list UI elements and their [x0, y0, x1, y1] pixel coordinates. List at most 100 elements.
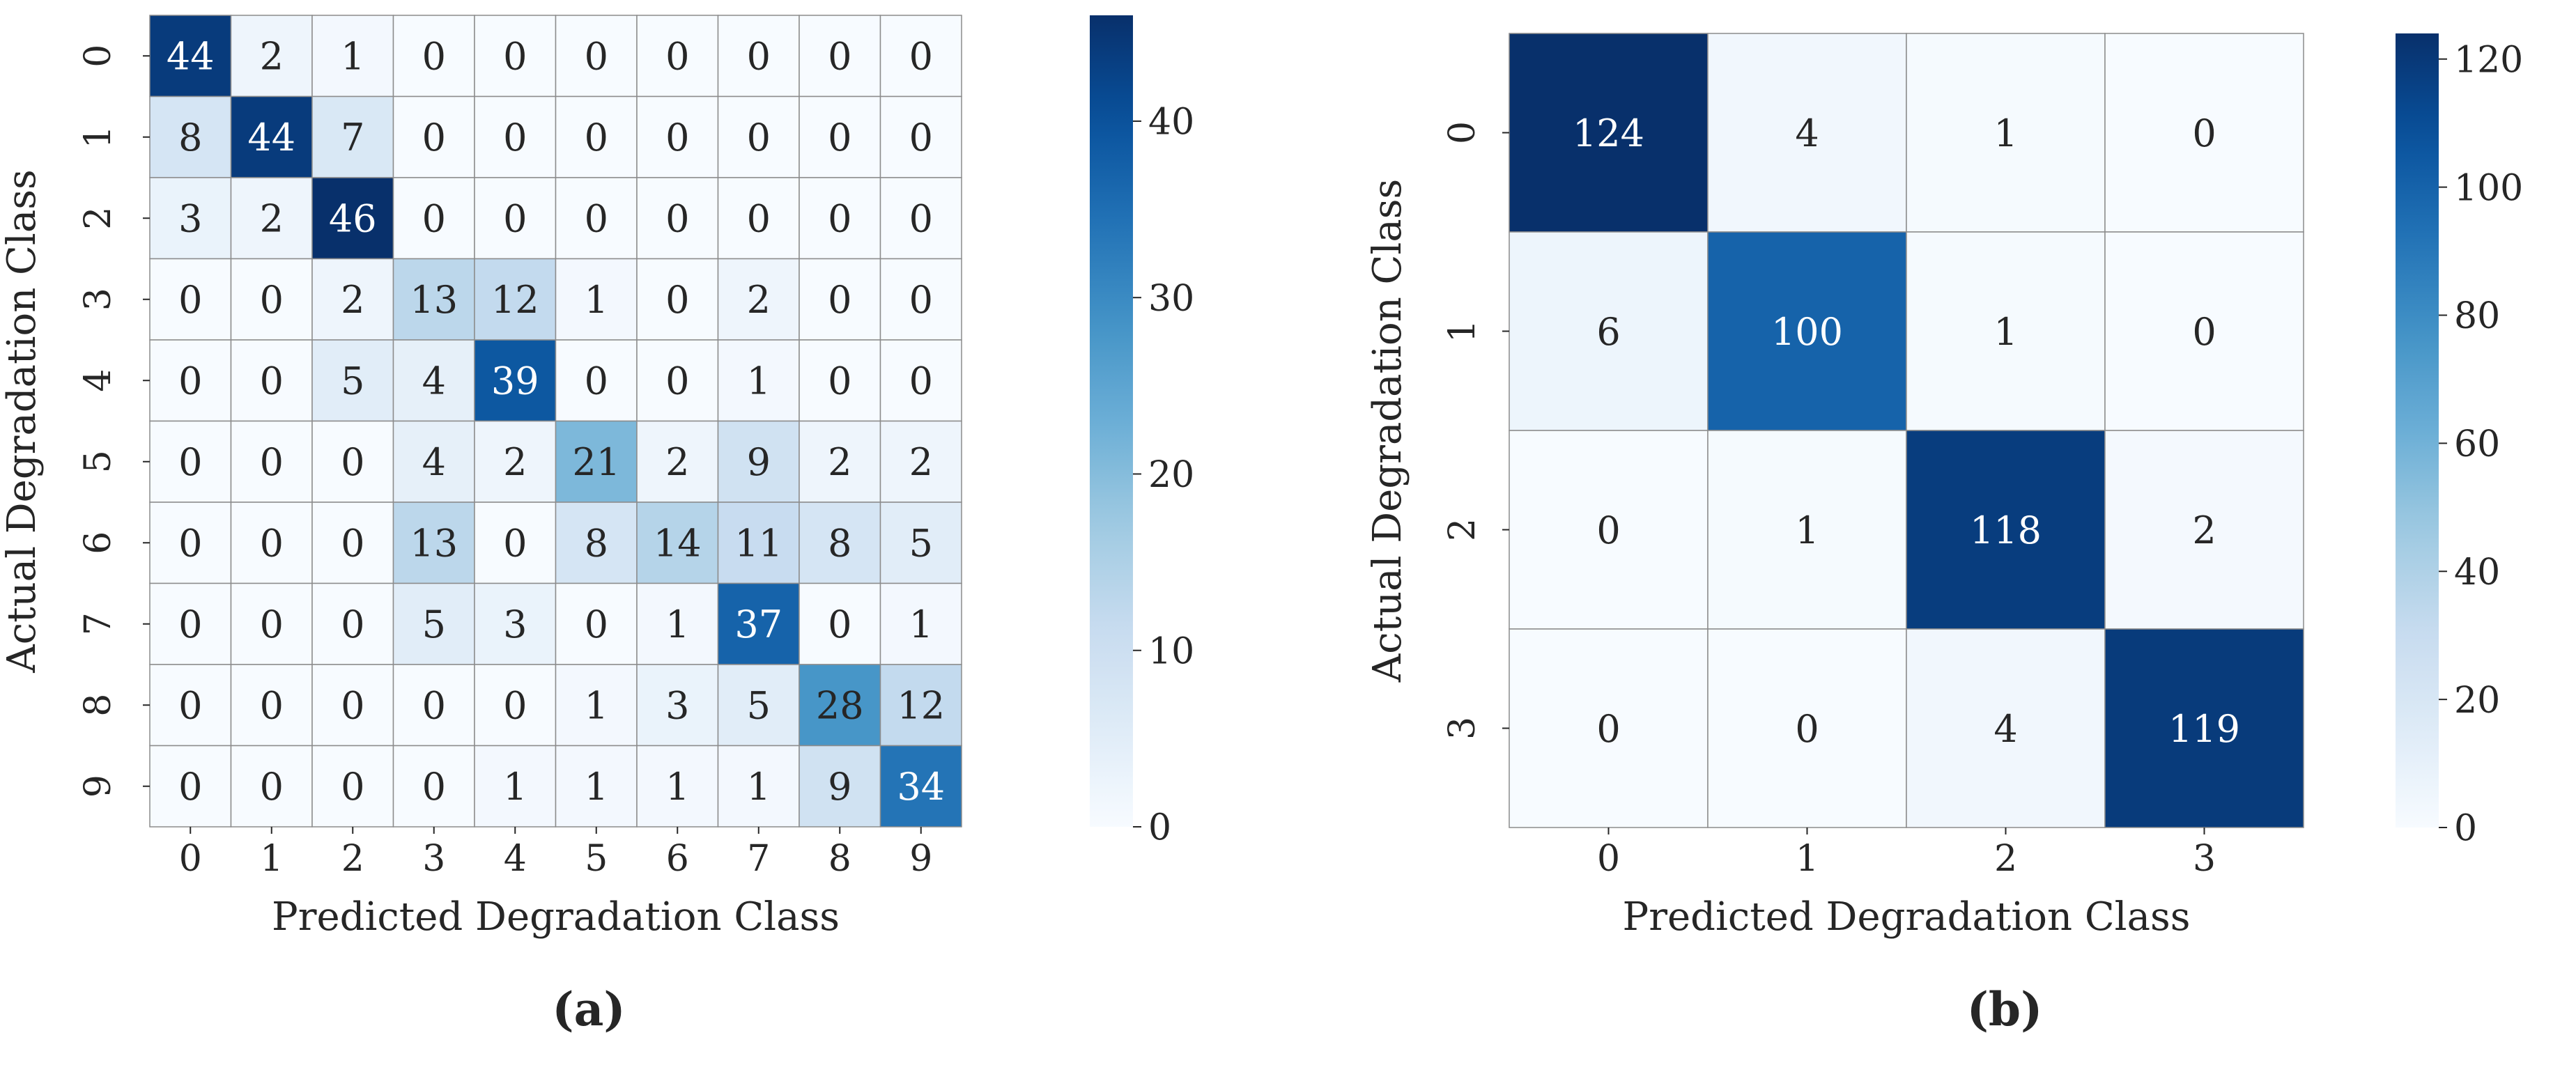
cell-value-label: 2	[260, 35, 284, 79]
cell-value-label: 2	[341, 278, 364, 322]
x-tick-label: 8	[828, 838, 851, 880]
heatmap-cell	[555, 502, 638, 584]
cell-value-label: 0	[341, 765, 364, 809]
cell-value-label: 3	[503, 603, 527, 646]
cell-value-label: 0	[178, 359, 202, 403]
heatmap-cell	[799, 420, 881, 503]
heatmap-cell	[2104, 231, 2304, 431]
heatmap-cell	[1509, 628, 1709, 828]
y-tick-label: 8	[77, 694, 119, 717]
cell-value-label: 0	[585, 197, 608, 241]
heatmap-cell	[149, 502, 232, 584]
heatmap-cell	[311, 177, 394, 260]
heatmap-cell	[879, 95, 962, 178]
y-axis-label: Actual Degradation Class	[0, 169, 45, 673]
colorbar-tick-label: 30	[1148, 278, 1194, 320]
colorbar-tick-label: 100	[2454, 167, 2523, 209]
cell-value-label: 39	[491, 359, 539, 403]
y-tick-label: 2	[77, 207, 119, 230]
cell-value-label: 34	[897, 765, 945, 809]
heatmap-cell	[474, 339, 557, 422]
heatmap-cell	[392, 15, 475, 98]
heatmap-cell	[1707, 33, 1907, 233]
heatmap-cell	[230, 15, 313, 98]
heatmap-cell	[555, 582, 638, 665]
cell-value-label: 0	[1596, 707, 1620, 751]
heatmap-cell	[1707, 430, 1907, 630]
cell-value-label: 119	[2168, 707, 2240, 751]
cell-value-label: 0	[665, 197, 689, 241]
heatmap-cell	[879, 177, 962, 260]
heatmap-cell	[555, 95, 638, 178]
heatmap-cell	[799, 95, 881, 178]
cell-value-label: 46	[329, 197, 377, 241]
cell-value-label: 5	[747, 684, 771, 728]
heatmap-cell	[799, 664, 881, 747]
cell-value-label: 0	[178, 440, 202, 484]
heatmap-cell	[474, 664, 557, 747]
x-tick-label: 2	[1994, 838, 2017, 880]
colorbar-tick-label: 40	[1148, 102, 1194, 143]
cell-value-label: 2	[503, 440, 527, 484]
y-tick-label: 6	[77, 531, 119, 554]
cell-value-label: 2	[665, 440, 689, 484]
heatmap-cell	[879, 339, 962, 422]
x-tick-label: 3	[2193, 838, 2216, 880]
cell-value-label: 9	[747, 440, 771, 484]
cell-value-label: 0	[341, 522, 364, 566]
cell-value-label: 124	[1573, 111, 1644, 155]
heatmap-cell	[636, 177, 719, 260]
x-tick-label: 6	[666, 838, 689, 880]
heatmap-cell	[474, 258, 557, 341]
colorbar-tick-label: 20	[2454, 680, 2500, 722]
heatmap-cell	[717, 15, 800, 98]
cell-value-label: 0	[828, 116, 851, 160]
cell-value-label: 0	[1795, 707, 1819, 751]
subfigure-caption: (a)	[552, 982, 625, 1036]
cell-value-label: 0	[585, 359, 608, 403]
cell-value-label: 5	[909, 522, 933, 566]
y-tick-label: 4	[77, 369, 119, 392]
cell-value-label: 1	[1795, 508, 1819, 552]
cell-value-label: 21	[572, 440, 620, 484]
x-tick-label: 0	[179, 838, 202, 880]
cell-value-label: 12	[897, 684, 945, 728]
cell-value-label: 2	[2192, 508, 2216, 552]
colorbar-tick-label: 120	[2454, 39, 2523, 81]
x-tick-label: 9	[909, 838, 932, 880]
cell-value-label: 2	[747, 278, 771, 322]
heatmap-cell	[149, 15, 232, 98]
cell-value-label: 8	[828, 522, 851, 566]
cell-value-label: 0	[747, 197, 771, 241]
heatmap-cell	[717, 177, 800, 260]
y-tick-label: 7	[77, 612, 119, 635]
x-tick-label: 3	[422, 838, 445, 880]
heatmap-cell	[555, 15, 638, 98]
colorbar	[2396, 33, 2439, 828]
heatmap-cell	[879, 582, 962, 665]
cell-value-label: 0	[665, 278, 689, 322]
cell-value-label: 11	[734, 522, 782, 566]
cell-value-label: 0	[747, 116, 771, 160]
heatmap-cell	[1707, 231, 1907, 431]
cell-value-label: 1	[909, 603, 933, 646]
heatmap-cell	[1509, 33, 1709, 233]
cell-value-label: 0	[341, 684, 364, 728]
cell-value-label: 0	[585, 35, 608, 79]
cell-value-label: 1	[585, 765, 608, 809]
cell-value-label: 8	[178, 116, 202, 160]
heatmap-cell	[717, 664, 800, 747]
heatmap-cell	[1906, 231, 2106, 431]
cell-value-label: 0	[503, 116, 527, 160]
cell-value-label: 1	[665, 765, 689, 809]
heatmap-cell	[879, 745, 962, 828]
x-axis-label: Predicted Degradation Class	[1623, 894, 2191, 940]
cell-value-label: 7	[341, 116, 364, 160]
cell-value-label: 0	[178, 765, 202, 809]
y-tick-label: 3	[1442, 717, 1483, 740]
heatmap-cell	[392, 745, 475, 828]
x-tick-label: 7	[747, 838, 770, 880]
cell-value-label: 0	[2192, 310, 2216, 354]
cell-value-label: 0	[2192, 111, 2216, 155]
